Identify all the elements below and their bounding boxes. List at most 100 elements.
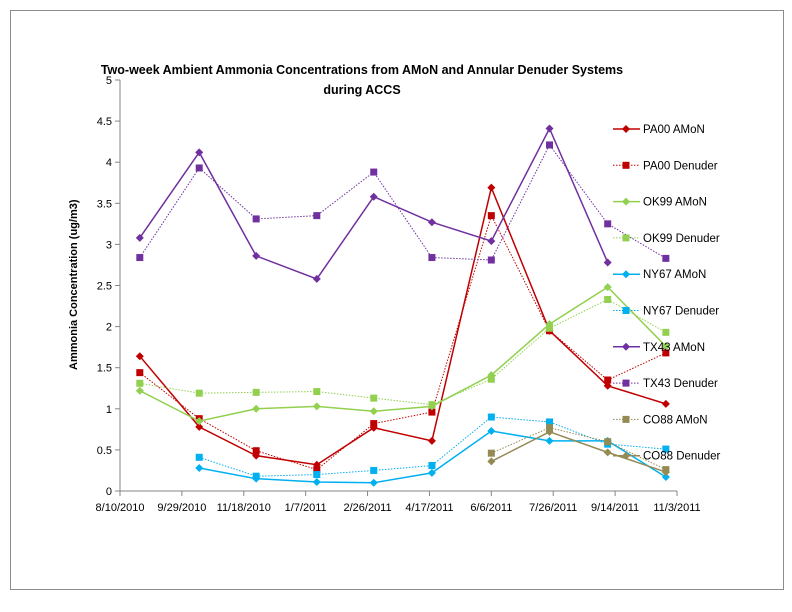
y-tick-label: 0 <box>106 486 112 498</box>
data-point <box>195 463 204 472</box>
chart-frame <box>10 10 784 590</box>
series-co88-denuder <box>487 427 670 477</box>
data-point <box>546 418 554 426</box>
x-tick-label: 9/14/2011 <box>591 502 639 514</box>
data-point <box>662 254 670 262</box>
data-point <box>252 388 260 396</box>
data-point <box>427 436 436 445</box>
x-tick-label: 9/29/2010 <box>157 502 206 514</box>
legend-marker <box>622 451 630 460</box>
data-point <box>487 237 496 246</box>
legend-item: CO88 Denuder <box>613 451 721 463</box>
data-point <box>312 402 321 411</box>
series-tx43-denuder <box>136 141 670 264</box>
x-tick-label: 1/7/2011 <box>285 502 327 514</box>
legend-label: TX43 AMoN <box>643 342 705 354</box>
data-point <box>135 352 144 361</box>
y-tick-label: 2.5 <box>97 281 112 293</box>
legend-marker <box>622 415 630 423</box>
x-tick-label: 7/26/2011 <box>529 502 577 514</box>
data-point <box>603 258 612 267</box>
data-point <box>662 328 670 336</box>
legend-item: TX43 Denuder <box>613 378 718 390</box>
data-point <box>195 417 204 426</box>
data-point <box>487 256 495 264</box>
legend-marker <box>622 270 630 279</box>
series-line <box>139 143 667 261</box>
data-point <box>661 399 670 408</box>
data-point <box>370 168 378 176</box>
data-point <box>662 349 670 357</box>
data-point <box>427 468 436 477</box>
legend-item: TX43 AMoN <box>613 342 705 354</box>
data-point <box>604 295 612 303</box>
data-point <box>370 466 378 474</box>
data-point <box>313 212 321 220</box>
series-tx43-amon <box>135 124 612 283</box>
series-line <box>139 126 609 280</box>
series-line <box>490 431 667 473</box>
y-tick-label: 1 <box>106 404 112 416</box>
data-point <box>313 466 321 474</box>
data-point <box>252 215 260 223</box>
y-tick-label: 3 <box>106 239 112 251</box>
data-point <box>546 424 554 432</box>
data-point <box>369 478 378 487</box>
data-point <box>487 212 495 220</box>
data-point <box>313 388 321 396</box>
data-point <box>428 408 436 416</box>
data-point <box>136 369 144 377</box>
legend-item: PA00 Denuder <box>613 160 718 172</box>
data-point <box>252 404 261 413</box>
data-point <box>603 381 612 390</box>
legend-label: CO88 AMoN <box>643 414 708 426</box>
y-axis-label: Ammonia Concentration (ug/m3) <box>68 199 80 371</box>
data-point <box>427 218 436 227</box>
data-point <box>252 447 260 455</box>
data-point <box>604 376 612 384</box>
series-ok99-amon <box>135 283 670 426</box>
data-point <box>195 453 203 461</box>
series-line <box>139 286 667 422</box>
data-point <box>487 413 495 421</box>
data-point <box>195 422 204 431</box>
data-point <box>370 394 378 402</box>
data-point <box>369 407 378 416</box>
data-point <box>487 449 495 457</box>
legend-label: OK99 Denuder <box>643 233 720 245</box>
legend-label: PA00 Denuder <box>643 160 718 172</box>
data-point <box>195 148 204 157</box>
data-point <box>487 183 496 192</box>
legend-item: NY67 AMoN <box>613 269 706 281</box>
x-tick-label: 8/10/2010 <box>96 502 145 514</box>
legend-item: CO88 AMoN <box>613 414 708 426</box>
data-point <box>545 124 554 133</box>
legend-label: NY67 Denuder <box>643 306 719 318</box>
y-tick-label: 2 <box>106 322 112 334</box>
legend-marker <box>622 234 630 242</box>
data-point <box>487 457 496 466</box>
legend-item: NY67 Denuder <box>613 306 719 318</box>
data-point <box>662 445 670 453</box>
data-point <box>252 472 260 480</box>
data-point <box>603 283 612 292</box>
x-tick-label: 4/17/2011 <box>405 502 453 514</box>
legend-marker <box>622 125 630 133</box>
chart-title: Two-week Ambient Ammonia Concentrations … <box>101 63 623 77</box>
data-point <box>428 401 436 409</box>
legend-label: TX43 Denuder <box>643 378 718 390</box>
data-point <box>135 233 144 242</box>
x-tick-label: 11/3/2011 <box>653 502 700 514</box>
data-point <box>312 274 321 283</box>
series-line <box>139 214 667 471</box>
data-point <box>252 251 261 260</box>
data-point <box>195 164 203 172</box>
data-point <box>195 389 203 397</box>
x-tick-label: 6/6/2011 <box>470 502 512 514</box>
legend-item: PA00 AMoN <box>613 124 705 136</box>
data-point <box>487 375 495 383</box>
legend-label: PA00 AMoN <box>643 124 705 136</box>
legend-marker <box>622 379 630 387</box>
legend-marker <box>622 342 630 351</box>
